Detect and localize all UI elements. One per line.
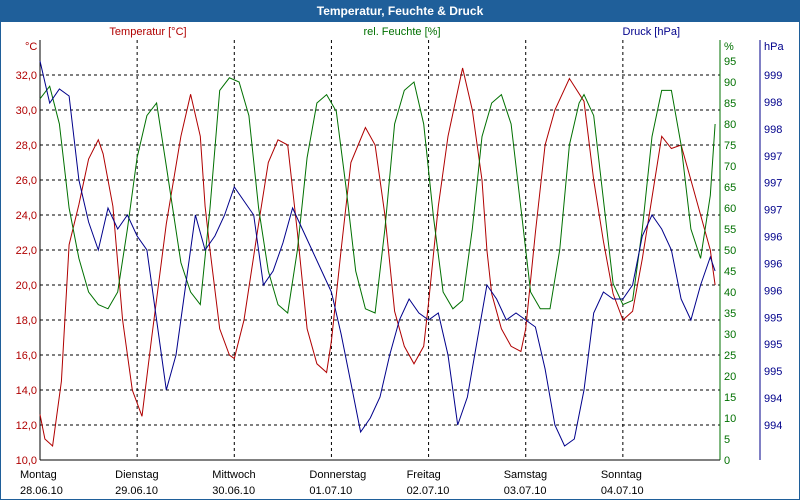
x-tick-date: 01.07.10: [309, 485, 352, 497]
x-tick-labels: Montag 28.06.10 Dienstag 29.06.10 Mittwoch 30…: [20, 469, 644, 497]
temperature-tick-label: 16,0: [16, 350, 37, 362]
temperature-tick-label: 30,0: [16, 105, 37, 117]
temperature-tick-label: 24,0: [16, 210, 37, 222]
pressure-tick-label: 994: [764, 420, 782, 432]
pressure-tick-label: 997: [764, 151, 782, 163]
temperature-tick-label: 12,0: [16, 420, 37, 432]
pressure-tick-label: 998: [764, 97, 782, 109]
humidity-tick-label: 60: [724, 203, 736, 215]
humidity-tick-label: 55: [724, 224, 736, 236]
humidity-tick-label: 15: [724, 392, 736, 404]
pressure-tick-label: 995: [764, 366, 782, 378]
grid-lines: [40, 40, 720, 461]
x-tick-day: Donnerstag: [309, 469, 366, 481]
humidity-tick-label: 90: [724, 77, 736, 89]
x-tick-date: 28.06.10: [20, 485, 63, 497]
humidity-tick-label: 10: [724, 413, 736, 425]
temperature-series-line: [39, 67, 716, 448]
humidity-tick-label: 20: [724, 371, 736, 383]
humidity-tick-label: 80: [724, 119, 736, 131]
x-tick-date: 30.06.10: [212, 485, 255, 497]
humidity-tick-label: 95: [724, 56, 736, 68]
pressure-tick-label: 998: [764, 124, 782, 136]
humidity-tick-label: 5: [724, 434, 730, 446]
humidity-tick-label: 75: [724, 140, 736, 152]
temperature-tick-label: 26,0: [16, 175, 37, 187]
x-tick-date: 02.07.10: [407, 485, 450, 497]
pressure-unit-label: hPa: [764, 41, 784, 53]
x-tick-day: Samstag: [504, 469, 547, 481]
humidity-axis-label: rel. Feuchte [%]: [363, 26, 440, 38]
pressure-tick-label: 997: [764, 178, 782, 190]
humidity-tick-label: 85: [724, 98, 736, 110]
temperature-axis-label: Temperatur [°C]: [109, 26, 186, 38]
humidity-tick-label: 40: [724, 287, 736, 299]
pressure-tick-label: 996: [764, 232, 782, 244]
pressure-axis-label: Druck [hPa]: [623, 26, 680, 38]
humidity-tick-label: 65: [724, 182, 736, 194]
temperature-tick-label: 20,0: [16, 280, 37, 292]
x-tick-date: 29.06.10: [115, 485, 158, 497]
humidity-tick-label: 35: [724, 308, 736, 320]
humidity-series-line: [39, 77, 716, 314]
temperature-tick-label: 14,0: [16, 385, 37, 397]
temperature-tick-label: 10,0: [16, 455, 37, 467]
x-tick-date: 04.07.10: [601, 485, 644, 497]
x-tick-day: Mittwoch: [212, 469, 255, 481]
x-tick-day: Dienstag: [115, 469, 158, 481]
axes: [39, 40, 761, 461]
pressure-tick-label: 996: [764, 285, 782, 297]
pressure-tick-label: 999: [764, 70, 782, 82]
temperature-tick-label: 18,0: [16, 315, 37, 327]
chart-title: Temperatur, Feuchte & Druck: [1, 1, 799, 22]
humidity-tick-label: 30: [724, 329, 736, 341]
pressure-tick-label: 995: [764, 312, 782, 324]
temperature-tick-label: 32,0: [16, 70, 37, 82]
pressure-tick-label: 997: [764, 205, 782, 217]
x-tick-day: Montag: [20, 469, 57, 481]
x-tick-date: 03.07.10: [504, 485, 547, 497]
pressure-tick-label: 994: [764, 393, 782, 405]
x-tick-day: Freitag: [407, 469, 441, 481]
humidity-tick-label: 25: [724, 350, 736, 362]
pressure-tick-label: 995: [764, 339, 782, 351]
humidity-tick-label: 0: [724, 455, 730, 467]
humidity-tick-label: 50: [724, 245, 736, 257]
temperature-tick-label: 28,0: [16, 140, 37, 152]
temperature-tick-label: 22,0: [16, 245, 37, 257]
x-tick-day: Sonntag: [601, 469, 642, 481]
temperature-unit-label: °C: [25, 41, 37, 53]
axis-labels: °C Temperatur [°C] rel. Feuchte [%] % Dr…: [25, 26, 784, 53]
humidity-unit-label: %: [724, 41, 734, 53]
humidity-tick-label: 45: [724, 266, 736, 278]
y-tick-labels: 10,0 12,0 14,0 16,0 18,0 20,0 22,0 24,0 26,0 28,0…: [16, 56, 783, 467]
pressure-tick-label: 996: [764, 258, 782, 270]
pressure-series-line: [39, 60, 716, 447]
humidity-tick-label: 70: [724, 161, 736, 173]
series-lines: [39, 60, 716, 448]
